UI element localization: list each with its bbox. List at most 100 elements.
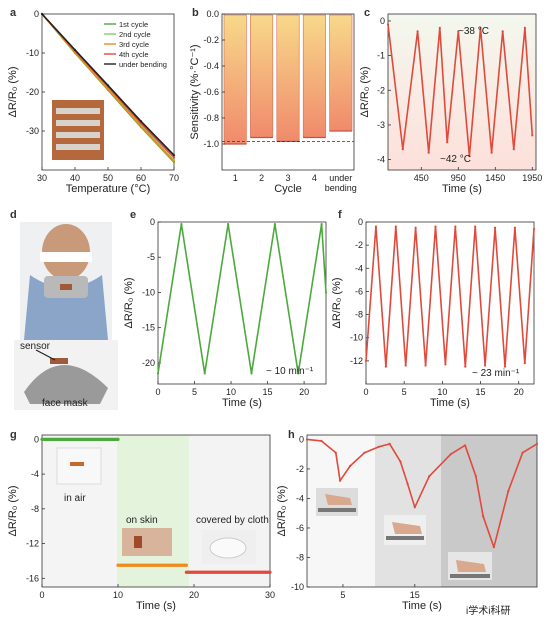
y-tick-label-f-0: 0 bbox=[358, 217, 363, 227]
data-point-a-2-2 bbox=[106, 88, 110, 91]
panel-g-cloth-bg bbox=[189, 435, 270, 587]
panel-g-photo-skin bbox=[122, 528, 172, 556]
y-axis-title-f: ΔR/R₀ (%) bbox=[331, 277, 343, 328]
data-point-f-0-2 bbox=[384, 365, 387, 368]
y-tick-label-e-0: 0 bbox=[150, 217, 155, 227]
x-tick-label-f-2: 10 bbox=[437, 387, 447, 397]
bar-4 bbox=[329, 14, 353, 132]
y-tick-label-f-1: -2 bbox=[355, 240, 363, 250]
x-axis-title-b: Cycle bbox=[274, 183, 302, 195]
panel-label-b: b bbox=[192, 7, 199, 19]
x-tick-label-c-3: 1950 bbox=[522, 173, 542, 183]
face-mask-label: face mask bbox=[42, 398, 89, 409]
data-point-c-0-1 bbox=[401, 148, 404, 151]
x-axis-title-a: Temperature (°C) bbox=[66, 183, 150, 195]
data-point-c-0-10 bbox=[501, 30, 504, 33]
y-tick-label-h-2: -4 bbox=[296, 493, 304, 503]
data-point-c-0-0 bbox=[386, 23, 390, 26]
data-point-e-0-5 bbox=[273, 223, 276, 226]
data-point-h-0-10 bbox=[413, 506, 416, 509]
data-point-h-0-15 bbox=[481, 515, 485, 518]
data-point-e-0-7 bbox=[320, 223, 323, 226]
data-point-h-0-17 bbox=[507, 489, 510, 493]
legend-label-1: 2nd cycle bbox=[119, 30, 151, 39]
data-point-h-0-16 bbox=[492, 546, 495, 549]
y-tick-label-c-3: -3 bbox=[377, 120, 385, 130]
data-point-e-0-1 bbox=[180, 223, 183, 226]
data-point-f-0-7 bbox=[434, 225, 437, 228]
panel-g-photo-air bbox=[56, 447, 102, 485]
panel-g-skin-bg bbox=[117, 435, 189, 587]
data-point-e-0-8 bbox=[324, 291, 328, 294]
y-tick-label-b-0: 0.0 bbox=[206, 9, 219, 19]
data-point-c-0-9 bbox=[490, 151, 493, 154]
y-tick-label-f-2: -4 bbox=[355, 263, 363, 273]
data-point-f-0-14 bbox=[503, 365, 507, 368]
x-tick-label-e-1: 5 bbox=[192, 387, 197, 397]
data-point-f-0-13 bbox=[493, 226, 497, 229]
data-point-a-4-3 bbox=[139, 120, 143, 123]
y-tick-label-h-4: -8 bbox=[296, 552, 304, 562]
x-tick-label-b-4-1: under bbox=[329, 173, 352, 183]
data-point-f-0-10 bbox=[464, 365, 467, 368]
y-tick-label-g-4: -16 bbox=[26, 573, 39, 583]
y-tick-label-e-4: -20 bbox=[142, 358, 155, 368]
panel-label-d: d bbox=[10, 209, 17, 221]
y-tick-label-f-6: -12 bbox=[350, 356, 363, 366]
series-line-f-0 bbox=[365, 225, 535, 368]
data-point-e-0-3 bbox=[227, 223, 230, 226]
y-axis-title-g: ΔR/R₀ (%) bbox=[7, 485, 19, 536]
x-tick-label-e-2: 10 bbox=[226, 387, 236, 397]
data-point-h-0-6 bbox=[377, 445, 380, 448]
x-tick-label-h-1: 15 bbox=[410, 590, 420, 600]
data-point-c-0-5 bbox=[446, 141, 449, 144]
y-tick-label-e-3: -15 bbox=[142, 323, 155, 333]
legend-label-2: 3rd cycle bbox=[119, 40, 149, 49]
x-tick-label-b-1: 2 bbox=[259, 173, 264, 183]
y-tick-label-f-5: -10 bbox=[350, 333, 363, 343]
y-tick-label-g-0: 0 bbox=[34, 434, 39, 444]
panel-h-bg-2 bbox=[375, 435, 441, 587]
x-tick-label-g-1: 10 bbox=[113, 590, 123, 600]
y-tick-label-c-4: -4 bbox=[377, 155, 385, 165]
plot-frame-f bbox=[365, 221, 535, 385]
panel-label-g: g bbox=[10, 429, 17, 441]
data-point-a-4-4 bbox=[172, 154, 176, 157]
y-tick-label-f-4: -8 bbox=[355, 310, 363, 320]
data-point-h-0-2 bbox=[334, 451, 337, 454]
x-tick-label-g-0: 0 bbox=[39, 590, 44, 600]
legend-label-4: under bending bbox=[119, 60, 167, 69]
data-point-c-0-12 bbox=[523, 26, 527, 29]
y-tick-label-c-0: 0 bbox=[380, 16, 385, 26]
x-tick-label-g-2: 20 bbox=[189, 590, 199, 600]
covered-by-cloth-label: covered by cloth bbox=[196, 515, 269, 526]
y-tick-label-e-2: -10 bbox=[142, 287, 155, 297]
x-tick-label-f-1: 5 bbox=[402, 387, 407, 397]
annotation-f-0: ~ 23 min⁻¹ bbox=[472, 368, 520, 379]
y-tick-label-a-3: -30 bbox=[26, 126, 39, 136]
data-point-c-0-4 bbox=[438, 26, 441, 29]
data-point-f-0-17 bbox=[532, 227, 536, 231]
data-point-h-0-12 bbox=[449, 453, 452, 456]
x-axis-title-h: Time (s) bbox=[402, 600, 442, 612]
data-point-a-4-0 bbox=[40, 12, 44, 16]
data-point-e-0-0 bbox=[156, 372, 160, 375]
data-point-h-0-3 bbox=[338, 479, 342, 482]
y-axis-title-a: ΔR/R₀ (%) bbox=[7, 66, 19, 117]
bar-2 bbox=[276, 14, 300, 142]
data-point-f-0-6 bbox=[424, 364, 427, 367]
x-tick-label-a-2: 50 bbox=[103, 173, 113, 183]
data-point-h-0-14 bbox=[474, 475, 478, 478]
watermark: i学术i科研 bbox=[466, 604, 510, 617]
y-tick-label-g-1: -4 bbox=[31, 469, 39, 479]
legend-label-0: 1st cycle bbox=[119, 20, 148, 29]
y-tick-label-g-2: -8 bbox=[31, 504, 39, 514]
sensor-label: sensor bbox=[20, 341, 51, 352]
data-point-a-3-4 bbox=[172, 156, 176, 159]
x-tick-label-g-3: 30 bbox=[265, 590, 275, 600]
annotation-c-0: ~38 °C bbox=[458, 26, 489, 37]
data-point-h-0-8 bbox=[399, 460, 402, 463]
data-point-c-0-8 bbox=[479, 26, 482, 29]
x-tick-label-f-4: 20 bbox=[514, 387, 524, 397]
data-point-c-0-11 bbox=[512, 148, 515, 151]
